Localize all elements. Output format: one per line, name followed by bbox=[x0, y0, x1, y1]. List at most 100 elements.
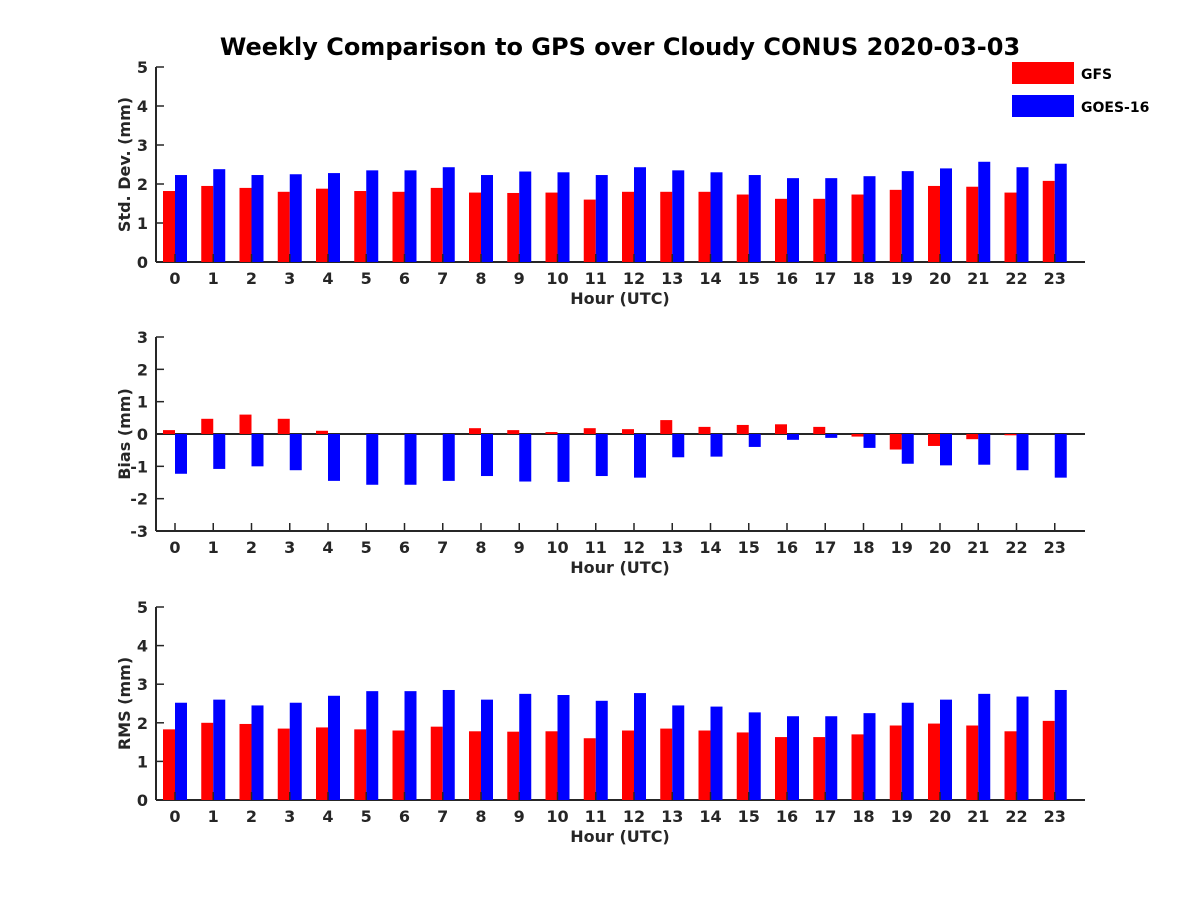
bias-x-tick-label: 1 bbox=[208, 538, 219, 557]
bias-bar-goes16 bbox=[213, 434, 226, 469]
bias-y-tick-label: -1 bbox=[130, 457, 148, 476]
rms-y-tick-label: 1 bbox=[137, 752, 148, 771]
rms-x-tick-label: 14 bbox=[699, 807, 721, 826]
bias-x-tick-label: 18 bbox=[852, 538, 874, 557]
std-dev-bar-gfs bbox=[507, 192, 520, 262]
rms-x-tick-label: 6 bbox=[399, 807, 410, 826]
rms-bar-goes16 bbox=[213, 699, 226, 800]
std-dev-x-tick-label: 15 bbox=[738, 269, 760, 288]
rms-x-tick-label: 15 bbox=[738, 807, 760, 826]
rms-bar-goes16 bbox=[557, 695, 570, 800]
bias-y-tick-label: -2 bbox=[130, 490, 148, 509]
rms-y-tick-label: 2 bbox=[137, 714, 148, 733]
std-dev-x-tick-label: 8 bbox=[475, 269, 486, 288]
rms-x-tick-label: 21 bbox=[967, 807, 989, 826]
rms-bar-gfs bbox=[507, 731, 520, 800]
legend-label-goes16: GOES-16 bbox=[1081, 100, 1149, 116]
std-dev-bar-goes16 bbox=[404, 170, 417, 262]
std-dev-bar-goes16 bbox=[1054, 163, 1067, 262]
std-dev-y-axis-label: Std. Dev. (mm) bbox=[115, 97, 134, 232]
std-dev-bar-gfs bbox=[201, 185, 214, 262]
bias-bar-gfs bbox=[966, 434, 979, 440]
std-dev-bar-gfs bbox=[316, 188, 328, 262]
std-dev-y-tick-label: 3 bbox=[137, 136, 148, 155]
bias-bar-goes16 bbox=[634, 434, 646, 478]
rms-bar-gfs bbox=[545, 731, 558, 800]
legend-label-gfs: GFS bbox=[1081, 67, 1112, 83]
bias-x-tick-label: 6 bbox=[399, 538, 410, 557]
rms-bar-goes16 bbox=[519, 693, 532, 800]
std-dev-bar-goes16 bbox=[175, 175, 187, 262]
std-dev-x-tick-label: 4 bbox=[322, 269, 333, 288]
bias-bar-goes16 bbox=[672, 434, 685, 458]
std-dev-x-tick-label: 16 bbox=[776, 269, 798, 288]
rms-y-tick-label: 5 bbox=[137, 598, 148, 617]
rms-x-tick-label: 1 bbox=[208, 807, 219, 826]
std-dev-x-tick-label: 21 bbox=[967, 269, 989, 288]
std-dev-x-tick-label: 9 bbox=[514, 269, 525, 288]
rms-y-tick-label: 3 bbox=[137, 675, 148, 694]
rms-bar-goes16 bbox=[595, 700, 608, 800]
rms-bar-gfs bbox=[583, 738, 596, 800]
rms-bar-gfs bbox=[469, 731, 481, 800]
bias-x-tick-label: 17 bbox=[814, 538, 836, 557]
bias-x-tick-label: 21 bbox=[967, 538, 989, 557]
rms-bar-goes16 bbox=[978, 693, 991, 800]
rms-bar-gfs bbox=[239, 723, 252, 800]
bias-bar-gfs bbox=[583, 428, 596, 434]
std-dev-x-tick-label: 13 bbox=[661, 269, 683, 288]
bias-bar-gfs bbox=[928, 434, 940, 446]
std-dev-x-tick-label: 10 bbox=[546, 269, 568, 288]
rms-bar-goes16 bbox=[940, 699, 952, 800]
bias-x-tick-label: 4 bbox=[322, 538, 333, 557]
std-dev-bar-gfs bbox=[392, 191, 405, 262]
std-dev-x-tick-label: 2 bbox=[246, 269, 257, 288]
rms-bar-goes16 bbox=[863, 713, 876, 800]
std-dev-bar-gfs bbox=[698, 191, 711, 262]
rms-x-tick-label: 16 bbox=[776, 807, 798, 826]
rms-bar-goes16 bbox=[748, 712, 761, 800]
rms-x-tick-label: 13 bbox=[661, 807, 683, 826]
std-dev-bar-gfs bbox=[1042, 180, 1055, 262]
std-dev-bar-gfs bbox=[354, 191, 367, 262]
bias-bar-goes16 bbox=[825, 434, 838, 438]
std-dev-bar-gfs bbox=[469, 192, 481, 262]
bias-y-tick-label: 3 bbox=[137, 328, 148, 347]
rms-y-tick-label: 0 bbox=[137, 791, 148, 810]
bias-bar-goes16 bbox=[710, 434, 723, 457]
bias-y-tick-label: 2 bbox=[137, 360, 148, 379]
std-dev-x-tick-label: 0 bbox=[169, 269, 180, 288]
rms-bar-goes16 bbox=[289, 702, 302, 800]
bias-bar-goes16 bbox=[787, 434, 799, 440]
rms-bar-gfs bbox=[813, 737, 826, 800]
bias-x-tick-label: 13 bbox=[661, 538, 683, 557]
std-dev-bar-gfs bbox=[239, 187, 252, 262]
std-dev-bar-gfs bbox=[660, 191, 673, 262]
std-dev-bar-gfs bbox=[277, 191, 290, 262]
bias-bar-gfs bbox=[239, 414, 252, 434]
rms-y-tick-label: 4 bbox=[137, 637, 148, 656]
std-dev-bar-goes16 bbox=[787, 178, 799, 262]
rms-bar-gfs bbox=[775, 737, 787, 800]
rms-bar-goes16 bbox=[481, 699, 493, 800]
rms-bar-gfs bbox=[966, 725, 979, 800]
bias-bar-goes16 bbox=[557, 434, 570, 482]
bias-bar-gfs bbox=[851, 434, 864, 437]
rms-bar-gfs bbox=[163, 729, 175, 800]
legend: GFS GOES-16 bbox=[1012, 62, 1149, 117]
std-dev-x-tick-label: 1 bbox=[208, 269, 219, 288]
bias-x-axis-label: Hour (UTC) bbox=[570, 558, 670, 577]
std-dev-bar-gfs bbox=[775, 198, 787, 262]
bias-bar-gfs bbox=[775, 424, 787, 434]
bias-bar-goes16 bbox=[175, 434, 187, 474]
std-dev-bar-goes16 bbox=[519, 171, 532, 262]
bias-bar-goes16 bbox=[289, 434, 302, 471]
bias-x-tick-label: 5 bbox=[361, 538, 372, 557]
std-dev-y-tick-label: 0 bbox=[137, 253, 148, 272]
bias-bar-gfs bbox=[660, 420, 673, 434]
std-dev-bar-goes16 bbox=[672, 170, 685, 262]
std-dev-bar-goes16 bbox=[442, 167, 455, 262]
bias-x-tick-label: 11 bbox=[585, 538, 607, 557]
